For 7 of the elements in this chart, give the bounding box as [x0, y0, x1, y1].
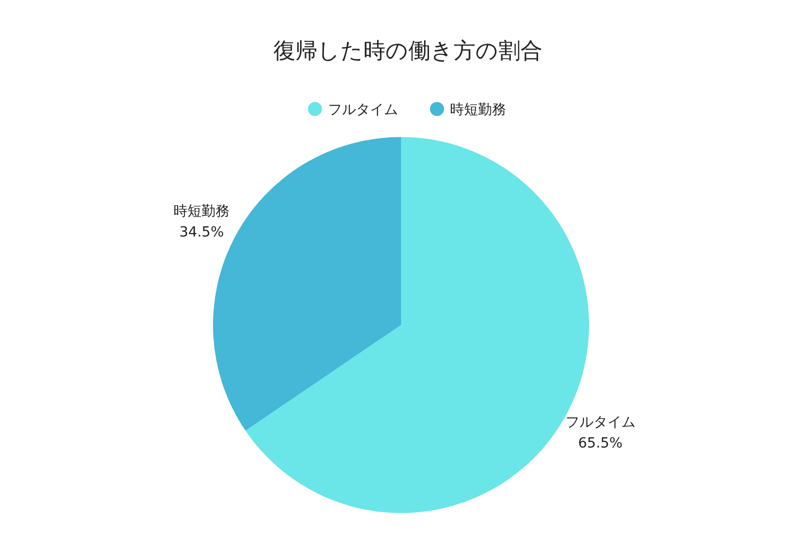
legend-label: 時短勤務: [450, 102, 506, 118]
slice-label: フルタイム: [565, 414, 636, 431]
legend-label: フルタイム: [328, 102, 398, 118]
data-label: 65.5%: [578, 436, 623, 452]
slice-label: 時短勤務: [174, 203, 230, 220]
data-label: 34.5%: [179, 224, 224, 240]
chart-title: 復帰した時の働き方の割合: [274, 39, 542, 64]
